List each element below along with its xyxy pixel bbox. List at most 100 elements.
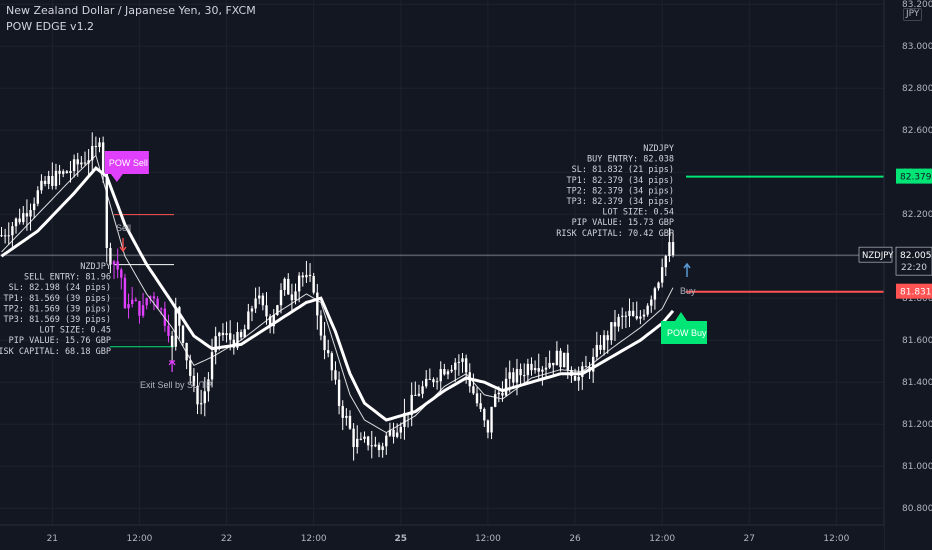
candle-body [47,176,50,185]
candle-body [410,394,413,416]
candle-body [7,235,10,237]
candle-body [515,369,519,383]
candle-body [552,362,555,366]
current-price-tag-bg [895,246,932,276]
fast-moving-average [1,154,674,434]
candle-body [443,369,446,375]
price-axis: 83.20083.00082.80082.60082.40082.20082.0… [858,0,932,550]
candle-body [225,333,228,336]
candle-body [501,392,504,396]
time-tick-label: 12:00 [475,534,501,544]
candle-body [283,278,286,290]
candle-body [305,274,308,278]
candle-body [72,159,76,172]
candle-body [334,370,337,380]
candle-body [254,298,257,309]
candle-body [639,316,642,319]
candle-body [181,325,185,344]
candle-body [446,371,450,375]
candle-body [279,289,283,306]
candle-body [297,275,301,292]
currency-badge[interactable]: JPY [903,8,923,21]
buy-signal-box [661,321,707,344]
candle-body [62,171,65,174]
candle-body [403,412,406,427]
sell-panel-line: PIP VALUE: 15.76 GBP [9,336,111,346]
candle-body [192,375,196,386]
candle-body [479,403,482,409]
candle-body [123,277,127,309]
candle-body [519,369,522,376]
candle-body [134,299,138,302]
candle-body [573,375,577,381]
candle-body [385,435,388,447]
candle-body [98,142,101,148]
indicator-name[interactable]: POW EDGE v1.2 [6,20,95,33]
candle-body [526,363,530,376]
buy-signal-label: POW Buy [667,328,707,338]
candle-body [327,350,330,354]
candle-body [174,307,177,347]
candle-body [530,363,533,371]
candle-body [203,391,206,404]
candle-body [439,369,442,382]
candle-body [457,361,461,363]
candle-body [65,171,69,174]
candle-body [577,376,580,381]
candle-body [276,305,279,315]
candle-body [548,362,551,368]
take-profit-tag: 82.379 [900,173,932,183]
take-profit-tag-bg [896,168,932,184]
candle-body [112,261,116,265]
candle-body [3,235,7,237]
symbol-title[interactable]: New Zealand Dollar / Japanese Yen, 30, F… [6,4,256,17]
candle-body [523,375,526,377]
price-tick-label: 81.200 [902,420,932,430]
stop-loss-tag: 81.831 [900,288,932,298]
candle-body [450,369,453,372]
time-tick-label: 12:00 [649,534,675,544]
candle-body [218,332,221,337]
buy-panel-line: NZDJPY [643,144,674,154]
sell-panel-line: TP1: 81.569 (39 pips) [4,294,111,304]
candle-body [414,394,417,396]
time-tick-label: 26 [569,534,581,544]
candle-body [657,282,660,289]
candle-body [138,301,141,316]
current-price-tag: 82.005 [900,251,932,261]
candle-body [395,432,399,437]
candle-body [642,314,646,317]
candle-body [0,235,3,237]
candle-body [425,378,428,387]
candle-body [613,322,617,327]
candle-body [51,176,54,186]
candle-body [461,358,464,362]
candle-body [646,305,649,315]
candle-body [247,311,250,330]
candle-body [160,308,163,310]
candle-body [363,436,366,440]
candle-body [635,316,638,319]
candle-body [210,352,214,380]
signals: POW Sell Sell Exit Sell by SL/TP POW Buy Buy [104,151,707,390]
bar-countdown: 22:20 [901,263,927,273]
candle-body [366,436,370,446]
candle-body [156,298,159,309]
candle-body [105,172,108,249]
candle-body [660,267,664,283]
candle-body [11,226,14,236]
sell-small-label: Sell [116,223,131,233]
candle-body [178,307,181,326]
candle-body [130,299,134,305]
candle-body [120,269,123,278]
candle-body [76,159,79,165]
candle-body [243,329,246,338]
candle-body [497,392,501,395]
candle-body [14,218,18,227]
candle-body [381,446,384,451]
sell-signal-pointer [110,174,123,182]
candle-body [127,304,130,309]
candle-body [566,352,569,370]
buy-arrow-icon [683,262,691,277]
